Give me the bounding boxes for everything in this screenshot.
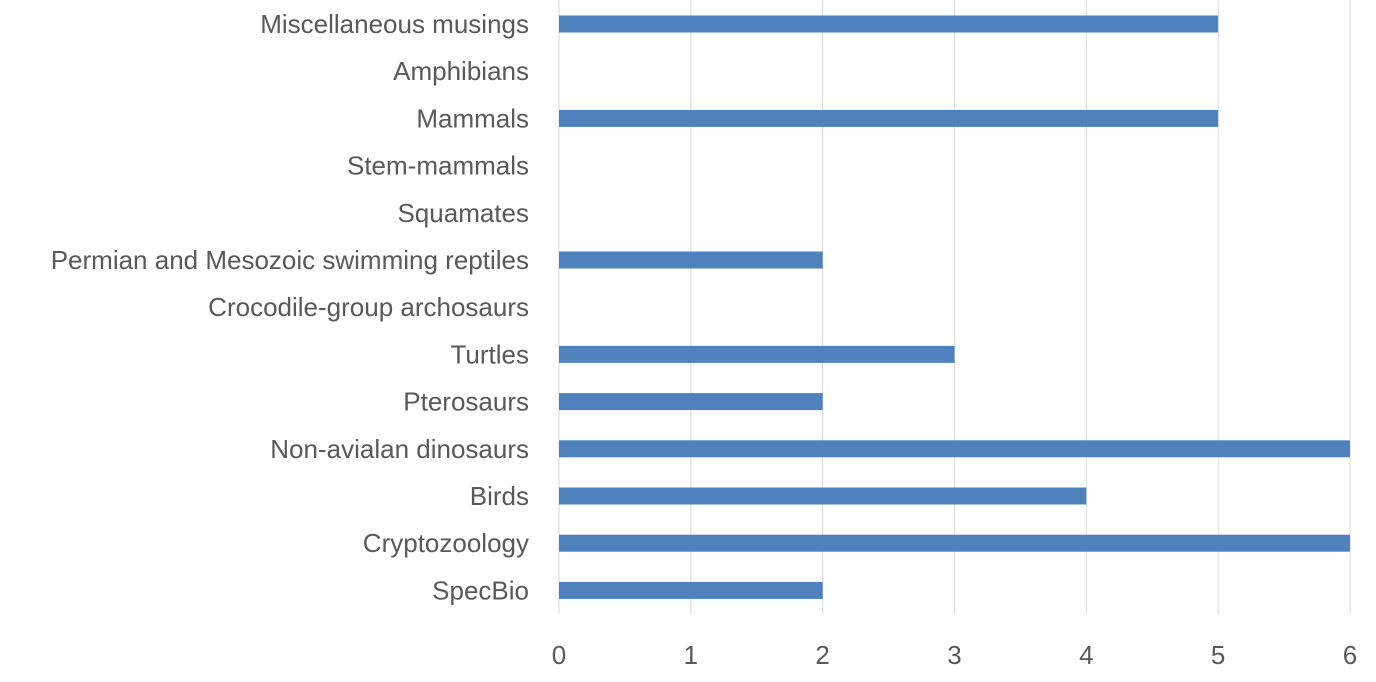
category-label: Cryptozoology [363, 528, 529, 558]
bar-5 [559, 251, 823, 269]
x-tick-label: 4 [1079, 640, 1093, 670]
category-label: Amphibians [393, 56, 529, 86]
x-axis-tick-labels: 0 1 2 3 4 5 6 [552, 640, 1357, 670]
bar-0 [559, 15, 1219, 33]
bar-8 [559, 393, 823, 411]
x-tick-label: 5 [1211, 640, 1225, 670]
category-label: SpecBio [432, 575, 529, 605]
bar-11 [559, 534, 1350, 552]
x-tick-label: 3 [947, 640, 961, 670]
gridlines [558, 0, 1351, 614]
category-label: Squamates [397, 198, 529, 228]
bar-12 [559, 581, 823, 599]
category-label: Turtles [451, 339, 530, 369]
category-label: Miscellaneous musings [260, 9, 529, 39]
category-label: Birds [470, 481, 529, 511]
category-label: Non-avialan dinosaurs [270, 434, 529, 464]
category-label: Pterosaurs [403, 387, 529, 417]
category-label: Mammals [416, 103, 529, 133]
x-tick-label: 6 [1343, 640, 1357, 670]
bar-10 [559, 487, 1087, 505]
bars [559, 15, 1350, 599]
x-tick-label: 2 [815, 640, 829, 670]
bar-9 [559, 440, 1350, 458]
category-label: Permian and Mesozoic swimming reptiles [51, 245, 529, 275]
category-label: Crocodile-group archosaurs [208, 292, 529, 322]
bar-7 [559, 345, 955, 363]
x-tick-label: 1 [684, 640, 698, 670]
category-label: Stem-mammals [347, 151, 529, 181]
bar-2 [559, 109, 1219, 127]
x-tick-label: 0 [552, 640, 566, 670]
category-labels: Miscellaneous musings Amphibians Mammals St… [51, 9, 529, 605]
